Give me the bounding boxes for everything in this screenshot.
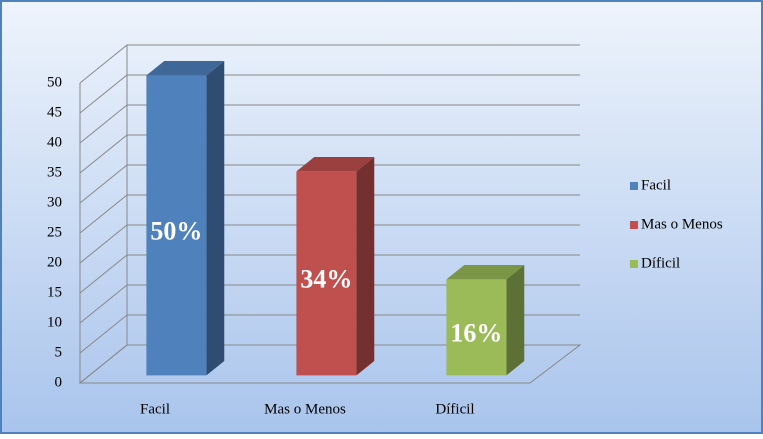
legend-label: Mas o Menos: [641, 216, 723, 232]
grid-line: [79, 134, 580, 174]
grid-line: [79, 74, 580, 114]
legend-swatch: [630, 221, 638, 229]
bar: [296, 171, 357, 376]
bar-side: [356, 156, 375, 376]
y-tick-label: 45: [47, 104, 62, 120]
legend-label: Díficil: [641, 255, 680, 271]
y-tick-label: 15: [47, 284, 62, 300]
x-tick-label: Mas o Menos: [264, 401, 346, 417]
legend-label: Facil: [641, 177, 671, 193]
bar: [146, 75, 207, 376]
grid-line: [79, 194, 580, 234]
y-tick-label: 40: [47, 134, 62, 150]
y-tick-label: 0: [55, 374, 63, 390]
y-tick-label: 35: [47, 164, 62, 180]
x-tick-label: Facil: [140, 401, 170, 417]
grid-line: [79, 344, 580, 384]
value-label: 50%: [150, 216, 202, 245]
value-label: 34%: [300, 264, 352, 293]
grid-line: [79, 254, 580, 294]
y-tick-label: 10: [47, 314, 62, 330]
grid-line: [79, 44, 580, 84]
grid-line: [79, 224, 580, 264]
y-tick-label: 50: [47, 74, 62, 90]
y-tick-label: 25: [47, 224, 62, 240]
bar-top: [296, 156, 375, 172]
y-tick-label: 20: [47, 254, 62, 270]
grid-line: [79, 164, 580, 204]
x-tick-label: Díficil: [435, 401, 474, 417]
bar-top: [146, 60, 225, 76]
bar-top: [446, 264, 525, 280]
grid-line: [79, 104, 580, 144]
bar-side: [206, 60, 225, 376]
grid-line: [79, 284, 580, 324]
legend-swatch: [630, 182, 638, 190]
y-tick-label: 30: [47, 194, 62, 210]
grid-line: [79, 314, 580, 354]
value-label: 16%: [450, 318, 502, 347]
y-tick-label: 5: [55, 344, 63, 360]
bar-side: [506, 264, 525, 376]
bar: [446, 279, 507, 376]
legend-swatch: [630, 260, 638, 268]
